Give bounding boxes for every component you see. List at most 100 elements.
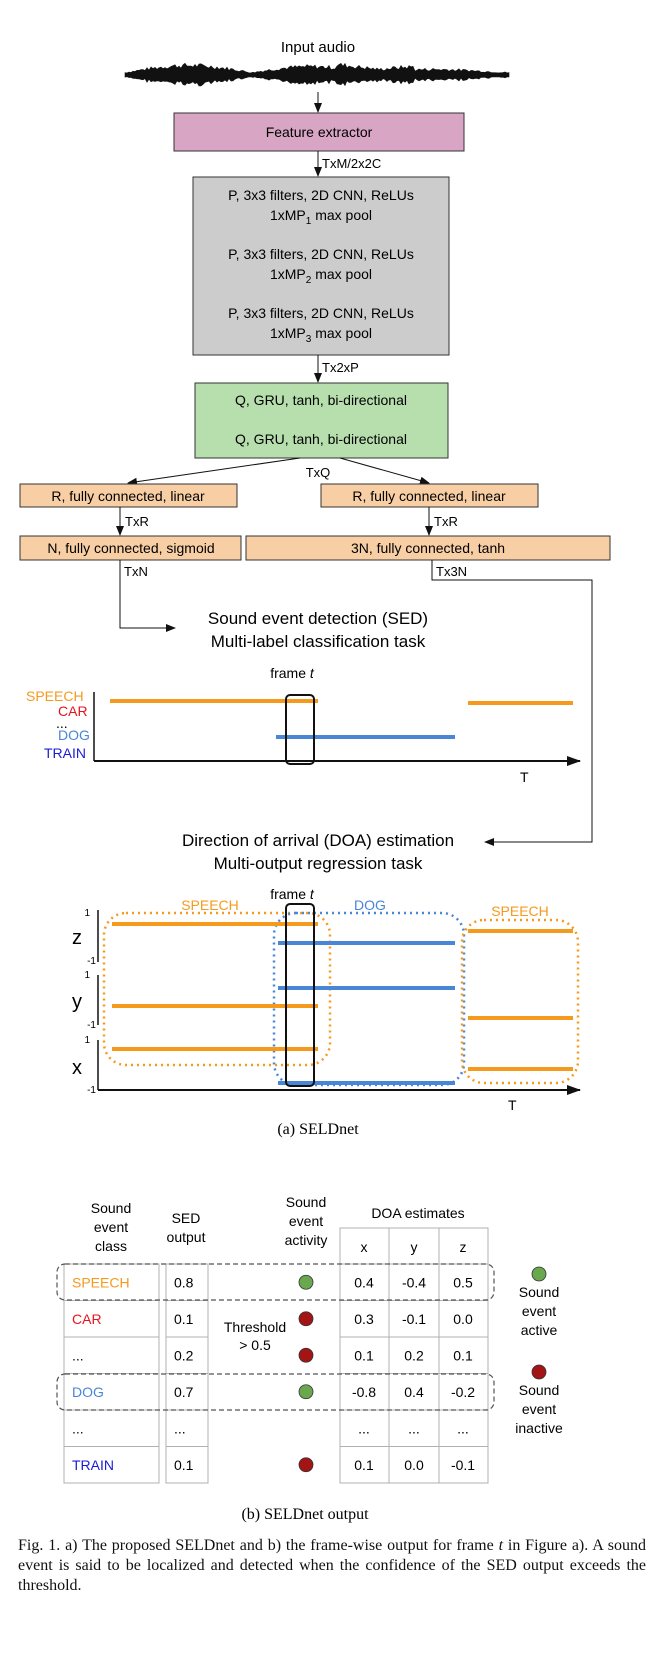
col-header-activity-2: event bbox=[289, 1213, 323, 1229]
row-sed-output: ... bbox=[174, 1420, 186, 1436]
figure-caption: Fig. 1. a) The proposed SELDnet and b) t… bbox=[18, 1536, 646, 1596]
doa-title-line-2: Multi-output regression task bbox=[214, 854, 423, 873]
doa-axis-x-label: x bbox=[72, 1057, 82, 1079]
sed-title-line-1: Sound event detection (SED) bbox=[208, 609, 428, 628]
row-doa-x: ... bbox=[358, 1420, 370, 1436]
doa-table-box bbox=[339, 1227, 489, 1484]
doa-fc1-shape: TxR bbox=[434, 514, 458, 529]
sed-fc2-box bbox=[19, 535, 242, 561]
doa-axis-z-label: z bbox=[72, 927, 82, 949]
table-row: ... 0.2 0.1 0.2 0.1 bbox=[72, 1347, 473, 1363]
sed-fc2-label: N, fully connected, sigmoid bbox=[47, 540, 214, 556]
legend-active-3: active bbox=[521, 1322, 558, 1338]
caption-variable: t bbox=[498, 1537, 504, 1554]
doa-y-max: 1 bbox=[84, 970, 90, 981]
doa-group-label-speech-2: SPEECH bbox=[491, 903, 549, 919]
doa-time-axis-label: T bbox=[508, 1097, 517, 1113]
sed-fc2-shape: TxN bbox=[124, 564, 148, 579]
feature-extractor-label: Feature extractor bbox=[266, 124, 373, 140]
row-doa-x: 0.4 bbox=[354, 1274, 374, 1290]
row-doa-y: ... bbox=[408, 1420, 420, 1436]
subcaption-a: (a) SELDnet bbox=[277, 1121, 359, 1138]
doa-frame-marker bbox=[285, 903, 315, 1087]
sed-title-line-2: Multi-label classification task bbox=[211, 632, 426, 651]
audio-waveform-icon bbox=[124, 62, 510, 87]
output-table-rows: SPEECH 0.8 0.4 -0.4 0.5 CAR 0.1 0.3 -0.1 0.0... 0.… bbox=[72, 1274, 475, 1473]
row-sed-output: 0.1 bbox=[174, 1311, 194, 1327]
col-header-doa: DOA estimates bbox=[371, 1205, 464, 1221]
doa-z-max: 1 bbox=[84, 908, 90, 919]
doa-sub-header-x: x bbox=[361, 1239, 368, 1255]
active-dot-icon bbox=[298, 1384, 314, 1400]
cnn-layer-2: P, 3x3 filters, 2D CNN, ReLUs 1xMP2 max … bbox=[228, 246, 414, 286]
table-row-dividers bbox=[64, 1263, 488, 1447]
row-class: ... bbox=[72, 1420, 84, 1436]
gru-layer-1: Q, GRU, tanh, bi-directional bbox=[235, 392, 407, 408]
row-doa-x: 0.3 bbox=[354, 1311, 374, 1327]
row-class: TRAIN bbox=[72, 1457, 114, 1473]
doa-x-min: -1 bbox=[87, 1085, 96, 1096]
row-doa-z: ... bbox=[457, 1420, 469, 1436]
cnn-layer-2-pool: 1xMP2 max pool bbox=[270, 266, 372, 286]
row-doa-z: 0.1 bbox=[453, 1347, 473, 1363]
col-header-activity-3: activity bbox=[285, 1232, 328, 1248]
doa-title-line-1: Direction of arrival (DOA) estimation bbox=[182, 831, 454, 850]
doa-z-min: -1 bbox=[87, 956, 96, 967]
doa-axis-y-label: y bbox=[72, 991, 82, 1013]
threshold-label-1: Threshold bbox=[224, 1319, 286, 1335]
legend-active-dot bbox=[531, 1266, 547, 1282]
sed-frame-label: frame t bbox=[270, 665, 315, 681]
doa-fc2-box bbox=[245, 535, 611, 561]
sed-class-dog: DOG bbox=[58, 727, 90, 743]
table-row: DOG 0.7 -0.8 0.4 -0.2 bbox=[72, 1384, 475, 1400]
shape-cnn-label: Tx2xP bbox=[322, 360, 359, 375]
sed-fc1-box bbox=[19, 483, 238, 508]
feature-extractor-box bbox=[173, 112, 465, 152]
doa-fc1-label: R, fully connected, linear bbox=[352, 488, 506, 504]
legend-active-1: Sound bbox=[519, 1284, 559, 1300]
legend-inactive-3: inactive bbox=[515, 1420, 563, 1436]
doa-group-speech-2 bbox=[460, 918, 580, 1085]
row-doa-z: 0.0 bbox=[453, 1311, 473, 1327]
doa-y-min: -1 bbox=[87, 1020, 96, 1031]
sed-time-axis-label: T bbox=[520, 769, 529, 785]
row-doa-x: -0.8 bbox=[352, 1384, 376, 1400]
row-sed-output: 0.7 bbox=[174, 1384, 194, 1400]
doa-sub-header-y: y bbox=[411, 1239, 418, 1255]
doa-group-label-speech-1: SPEECH bbox=[181, 897, 239, 913]
arrow-gru-to-doa bbox=[339, 457, 430, 485]
arrow-gru-to-sed bbox=[127, 457, 301, 486]
legend-inactive-2: event bbox=[522, 1401, 556, 1417]
doa-frame-label: frame t bbox=[270, 886, 315, 902]
row-sed-output: 0.8 bbox=[174, 1274, 194, 1290]
row-sed-output: 0.2 bbox=[174, 1347, 194, 1363]
doa-x-max: 1 bbox=[84, 1035, 90, 1046]
caption-part-2: in Figure a). A sound event is said to b… bbox=[18, 1537, 646, 1594]
gru-layer-2: Q, GRU, tanh, bi-directional bbox=[235, 431, 407, 447]
table-row: CAR 0.1 0.3 -0.1 0.0 bbox=[72, 1311, 473, 1327]
col-header-sed-1: SED bbox=[172, 1210, 201, 1226]
arrow-to-sed-output bbox=[119, 560, 176, 632]
inactive-dot-icon bbox=[298, 1347, 314, 1363]
doa-group-dog bbox=[272, 911, 466, 1087]
sed-frame-marker bbox=[285, 694, 315, 765]
table-row: TRAIN 0.1 0.1 0.0 -0.1 bbox=[72, 1457, 475, 1473]
subcaption-b: (b) SELDnet output bbox=[241, 1506, 369, 1523]
cnn-layer-1-pool: 1xMP1 max pool bbox=[270, 207, 372, 227]
shape-gru-label: TxQ bbox=[306, 465, 331, 480]
table-row: ............... bbox=[72, 1420, 469, 1436]
table-row: SPEECH 0.8 0.4 -0.4 0.5 bbox=[72, 1274, 473, 1290]
legend-inactive-1: Sound bbox=[519, 1382, 559, 1398]
caption-part-1: Fig. 1. a) The proposed SELDnet and b) t… bbox=[18, 1537, 499, 1554]
legend-inactive-dot bbox=[531, 1364, 547, 1380]
row-doa-z: 0.5 bbox=[453, 1274, 473, 1290]
row-doa-z: -0.1 bbox=[451, 1457, 475, 1473]
cnn-layer-1: P, 3x3 filters, 2D CNN, ReLUs 1xMP1 max … bbox=[228, 187, 414, 227]
row-doa-y: 0.0 bbox=[404, 1457, 424, 1473]
row-doa-x: 0.1 bbox=[354, 1457, 374, 1473]
row-class: CAR bbox=[72, 1311, 102, 1327]
col-header-sed-2: output bbox=[167, 1229, 206, 1245]
row-doa-x: 0.1 bbox=[354, 1347, 374, 1363]
shape-feature-label: TxM/2x2C bbox=[322, 156, 381, 171]
